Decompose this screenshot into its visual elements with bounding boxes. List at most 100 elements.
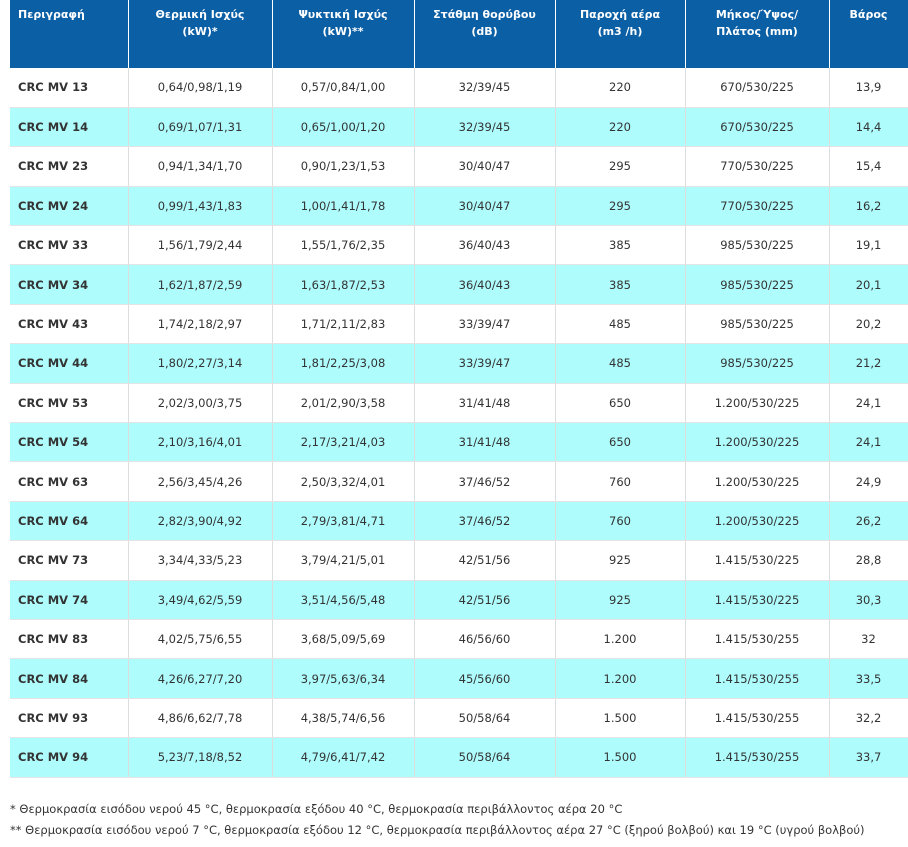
value-cell: 1.200/530/225 [685,383,830,424]
value-cell: 28,8 [829,540,908,581]
value-cell: 37/46/52 [414,461,556,502]
model-cell: CRC MV 44 [10,343,129,384]
value-cell: 15,4 [829,146,908,187]
value-cell: 42/51/56 [414,580,556,620]
value-cell: 4,38/5,74/6,56 [272,698,415,739]
value-cell: 4,79/6,41/7,42 [272,737,415,778]
table-row: CRC MV 13 0,64/0,98/1,19 0,57/0,84/1,00 32/… [10,68,908,108]
value-cell: 1,63/1,87/2,53 [272,264,415,305]
value-cell: 20,2 [829,304,908,345]
value-cell: 295 [555,186,686,227]
value-cell: 1,71/2,11/2,83 [272,304,415,345]
value-cell: 14,4 [829,107,908,148]
value-cell: 50/58/64 [414,737,556,778]
table-body: CRC MV 13 0,64/0,98/1,19 0,57/0,84/1,00 32/… [10,68,908,778]
value-cell: 1.415/530/225 [685,540,830,581]
value-cell: 1,81/2,25/3,08 [272,343,415,384]
value-cell: 31/41/48 [414,422,556,463]
value-cell: 295 [555,146,686,187]
value-cell: 3,49/4,62/5,59 [128,580,273,620]
model-cell: CRC MV 94 [10,737,129,778]
model-cell: CRC MV 54 [10,422,129,463]
table-row: CRC MV 73 3,34/4,33/5,23 3,79/4,21/5,01 42/… [10,540,908,581]
table-row: CRC MV 93 4,86/6,62/7,78 4,38/5,74/6,56 50/… [10,698,908,739]
header-cell: Ψυκτική Ισχύς (kW)** [272,0,415,68]
header-cell: Περιγραφή [10,0,129,68]
model-cell: CRC MV 24 [10,186,129,227]
value-cell: 760 [555,461,686,502]
value-cell: 925 [555,580,686,620]
value-cell: 485 [555,343,686,384]
value-cell: 760 [555,501,686,542]
value-cell: 46/56/60 [414,619,556,660]
footnote: ** Θερμοκρασία εισόδου νερού 7 °C, θερμο… [10,823,865,837]
value-cell: 1.200 [555,658,686,699]
value-cell: 0,99/1,43/1,83 [128,186,273,227]
value-cell: 1,00/1,41/1,78 [272,186,415,227]
value-cell: 2,02/3,00/3,75 [128,383,273,424]
table-row: CRC MV 34 1,62/1,87/2,59 1,63/1,87/2,53 36/… [10,264,908,305]
value-cell: 2,79/3,81/4,71 [272,501,415,542]
table-row: CRC MV 64 2,82/3,90/4,92 2,79/3,81/4,71 37/… [10,501,908,542]
value-cell: 30,3 [829,580,908,620]
table-row: CRC MV 63 2,56/3,45/4,26 2,50/3,32/4,01 37/… [10,461,908,502]
model-cell: CRC MV 14 [10,107,129,148]
table-row: CRC MV 94 5,23/7,18/8,52 4,79/6,41/7,42 50/… [10,737,908,778]
value-cell: 30/40/47 [414,186,556,227]
value-cell: 2,56/3,45/4,26 [128,461,273,502]
table-row: CRC MV 83 4,02/5,75/6,55 3,68/5,09/5,69 46/… [10,619,908,660]
value-cell: 45/56/60 [414,658,556,699]
value-cell: 1.500 [555,737,686,778]
model-cell: CRC MV 34 [10,264,129,305]
value-cell: 4,26/6,27/7,20 [128,658,273,699]
header-cell: Στάθμη θορύβου (dB) [414,0,556,68]
value-cell: 385 [555,225,686,266]
value-cell: 24,1 [829,383,908,424]
value-cell: 26,2 [829,501,908,542]
value-cell: 0,57/0,84/1,00 [272,68,415,108]
model-cell: CRC MV 83 [10,619,129,660]
value-cell: 385 [555,264,686,305]
value-cell: 1.415/530/255 [685,619,830,660]
model-cell: CRC MV 73 [10,540,129,581]
value-cell: 925 [555,540,686,581]
spec-table: Περιγραφή Θερμική Ισχύς (kW)* Ψυκτική Ισχύ… [10,0,908,778]
value-cell: 985/530/225 [685,304,830,345]
value-cell: 985/530/225 [685,264,830,305]
value-cell: 650 [555,383,686,424]
value-cell: 650 [555,422,686,463]
value-cell: 33/39/47 [414,304,556,345]
value-cell: 1.200/530/225 [685,461,830,502]
value-cell: 0,65/1,00/1,20 [272,107,415,148]
value-cell: 3,68/5,09/5,69 [272,619,415,660]
value-cell: 33/39/47 [414,343,556,384]
value-cell: 24,1 [829,422,908,463]
value-cell: 1,74/2,18/2,97 [128,304,273,345]
model-cell: CRC MV 93 [10,698,129,739]
value-cell: 36/40/43 [414,225,556,266]
value-cell: 670/530/225 [685,107,830,148]
table-row: CRC MV 24 0,99/1,43/1,83 1,00/1,41/1,78 30/… [10,186,908,227]
header-row: Περιγραφή Θερμική Ισχύς (kW)* Ψυκτική Ισχύ… [10,0,908,68]
value-cell: 220 [555,107,686,148]
value-cell: 33,7 [829,737,908,778]
value-cell: 33,5 [829,658,908,699]
value-cell: 4,86/6,62/7,78 [128,698,273,739]
value-cell: 42/51/56 [414,540,556,581]
value-cell: 0,64/0,98/1,19 [128,68,273,108]
value-cell: 985/530/225 [685,225,830,266]
value-cell: 4,02/5,75/6,55 [128,619,273,660]
value-cell: 1.415/530/255 [685,698,830,739]
model-cell: CRC MV 43 [10,304,129,345]
value-cell: 30/40/47 [414,146,556,187]
table-row: CRC MV 33 1,56/1,79/2,44 1,55/1,76/2,35 36/… [10,225,908,266]
value-cell: 0,69/1,07/1,31 [128,107,273,148]
value-cell: 13,9 [829,68,908,108]
table-row: CRC MV 84 4,26/6,27/7,20 3,97/5,63/6,34 45/… [10,658,908,699]
value-cell: 1,80/2,27/3,14 [128,343,273,384]
value-cell: 21,2 [829,343,908,384]
model-cell: CRC MV 84 [10,658,129,699]
model-cell: CRC MV 53 [10,383,129,424]
table-row: CRC MV 54 2,10/3,16/4,01 2,17/3,21/4,03 31/… [10,422,908,463]
value-cell: 2,82/3,90/4,92 [128,501,273,542]
